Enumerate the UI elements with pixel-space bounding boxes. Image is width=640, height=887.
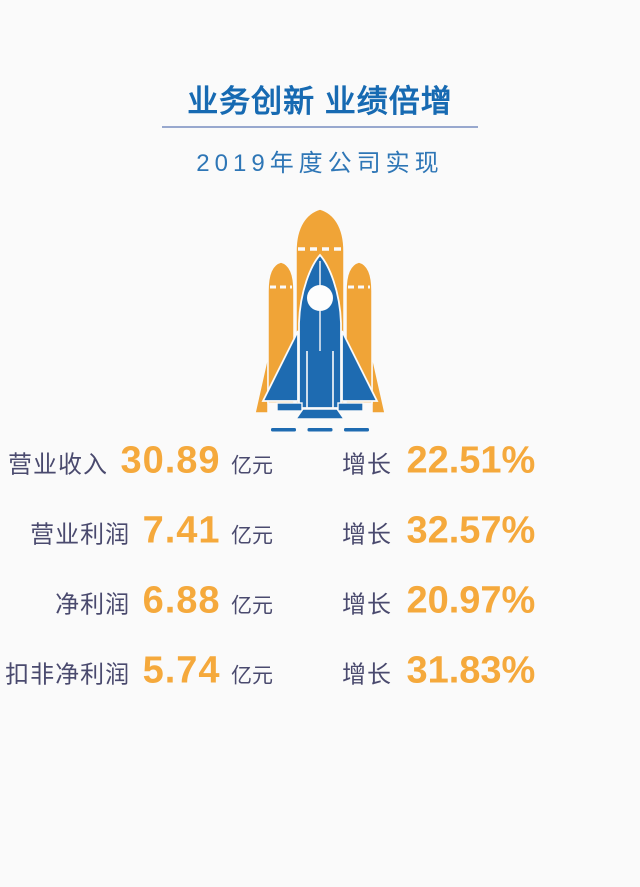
stat-growth-group: 增长 32.57% [342,510,535,553]
stat-value: 6.88 [142,579,221,622]
title-divider [162,126,478,128]
stat-left-group: 营业收入 30.89 亿元 [8,440,273,483]
stat-label: 扣非净利润 [5,661,131,689]
growth-value: 20.97% [406,579,536,622]
stat-row-adjusted-net-profit: 扣非净利润 5.74 亿元 增长 31.83% [0,636,640,706]
growth-label: 增长 [342,451,392,479]
stat-left-group: 扣非净利润 5.74 亿元 [5,650,273,693]
stat-unit: 亿元 [231,454,273,478]
stat-unit: 亿元 [231,664,273,688]
growth-label: 增长 [342,661,392,689]
stat-value: 7.41 [142,509,221,552]
growth-label: 增长 [342,521,392,549]
stat-label: 营业收入 [8,451,108,479]
stat-label: 净利润 [55,591,131,619]
stat-left-group: 营业利润 7.41 亿元 [30,510,273,553]
stat-row-net-profit: 净利润 6.88 亿元 增长 20.97% [0,566,640,636]
stat-value: 30.89 [120,439,221,482]
growth-value: 31.83% [406,649,536,692]
growth-label: 增长 [342,591,392,619]
stat-row-revenue: 营业收入 30.89 亿元 增长 22.51% [0,426,640,496]
growth-value: 32.57% [406,509,536,552]
stats-list: 营业收入 30.89 亿元 增长 22.51% 营业利润 7.41 亿元 增长 … [0,426,640,706]
stat-unit: 亿元 [231,524,273,548]
page-subtitle: 2019年度公司实现 [196,150,444,177]
stat-growth-group: 增长 22.51% [342,440,535,483]
rocket-icon [254,208,386,432]
stat-row-operating-profit: 营业利润 7.41 亿元 增长 32.57% [0,496,640,566]
page-title: 业务创新 业绩倍增 [187,84,453,119]
stat-label: 营业利润 [30,521,131,549]
stat-left-group: 净利润 6.88 亿元 [55,580,273,623]
stat-value: 5.74 [142,649,221,692]
growth-value: 22.51% [406,439,536,482]
stat-unit: 亿元 [231,594,273,618]
rocket-illustration [0,203,640,445]
stat-growth-group: 增长 31.83% [342,650,535,693]
stat-growth-group: 增长 20.97% [342,580,535,623]
